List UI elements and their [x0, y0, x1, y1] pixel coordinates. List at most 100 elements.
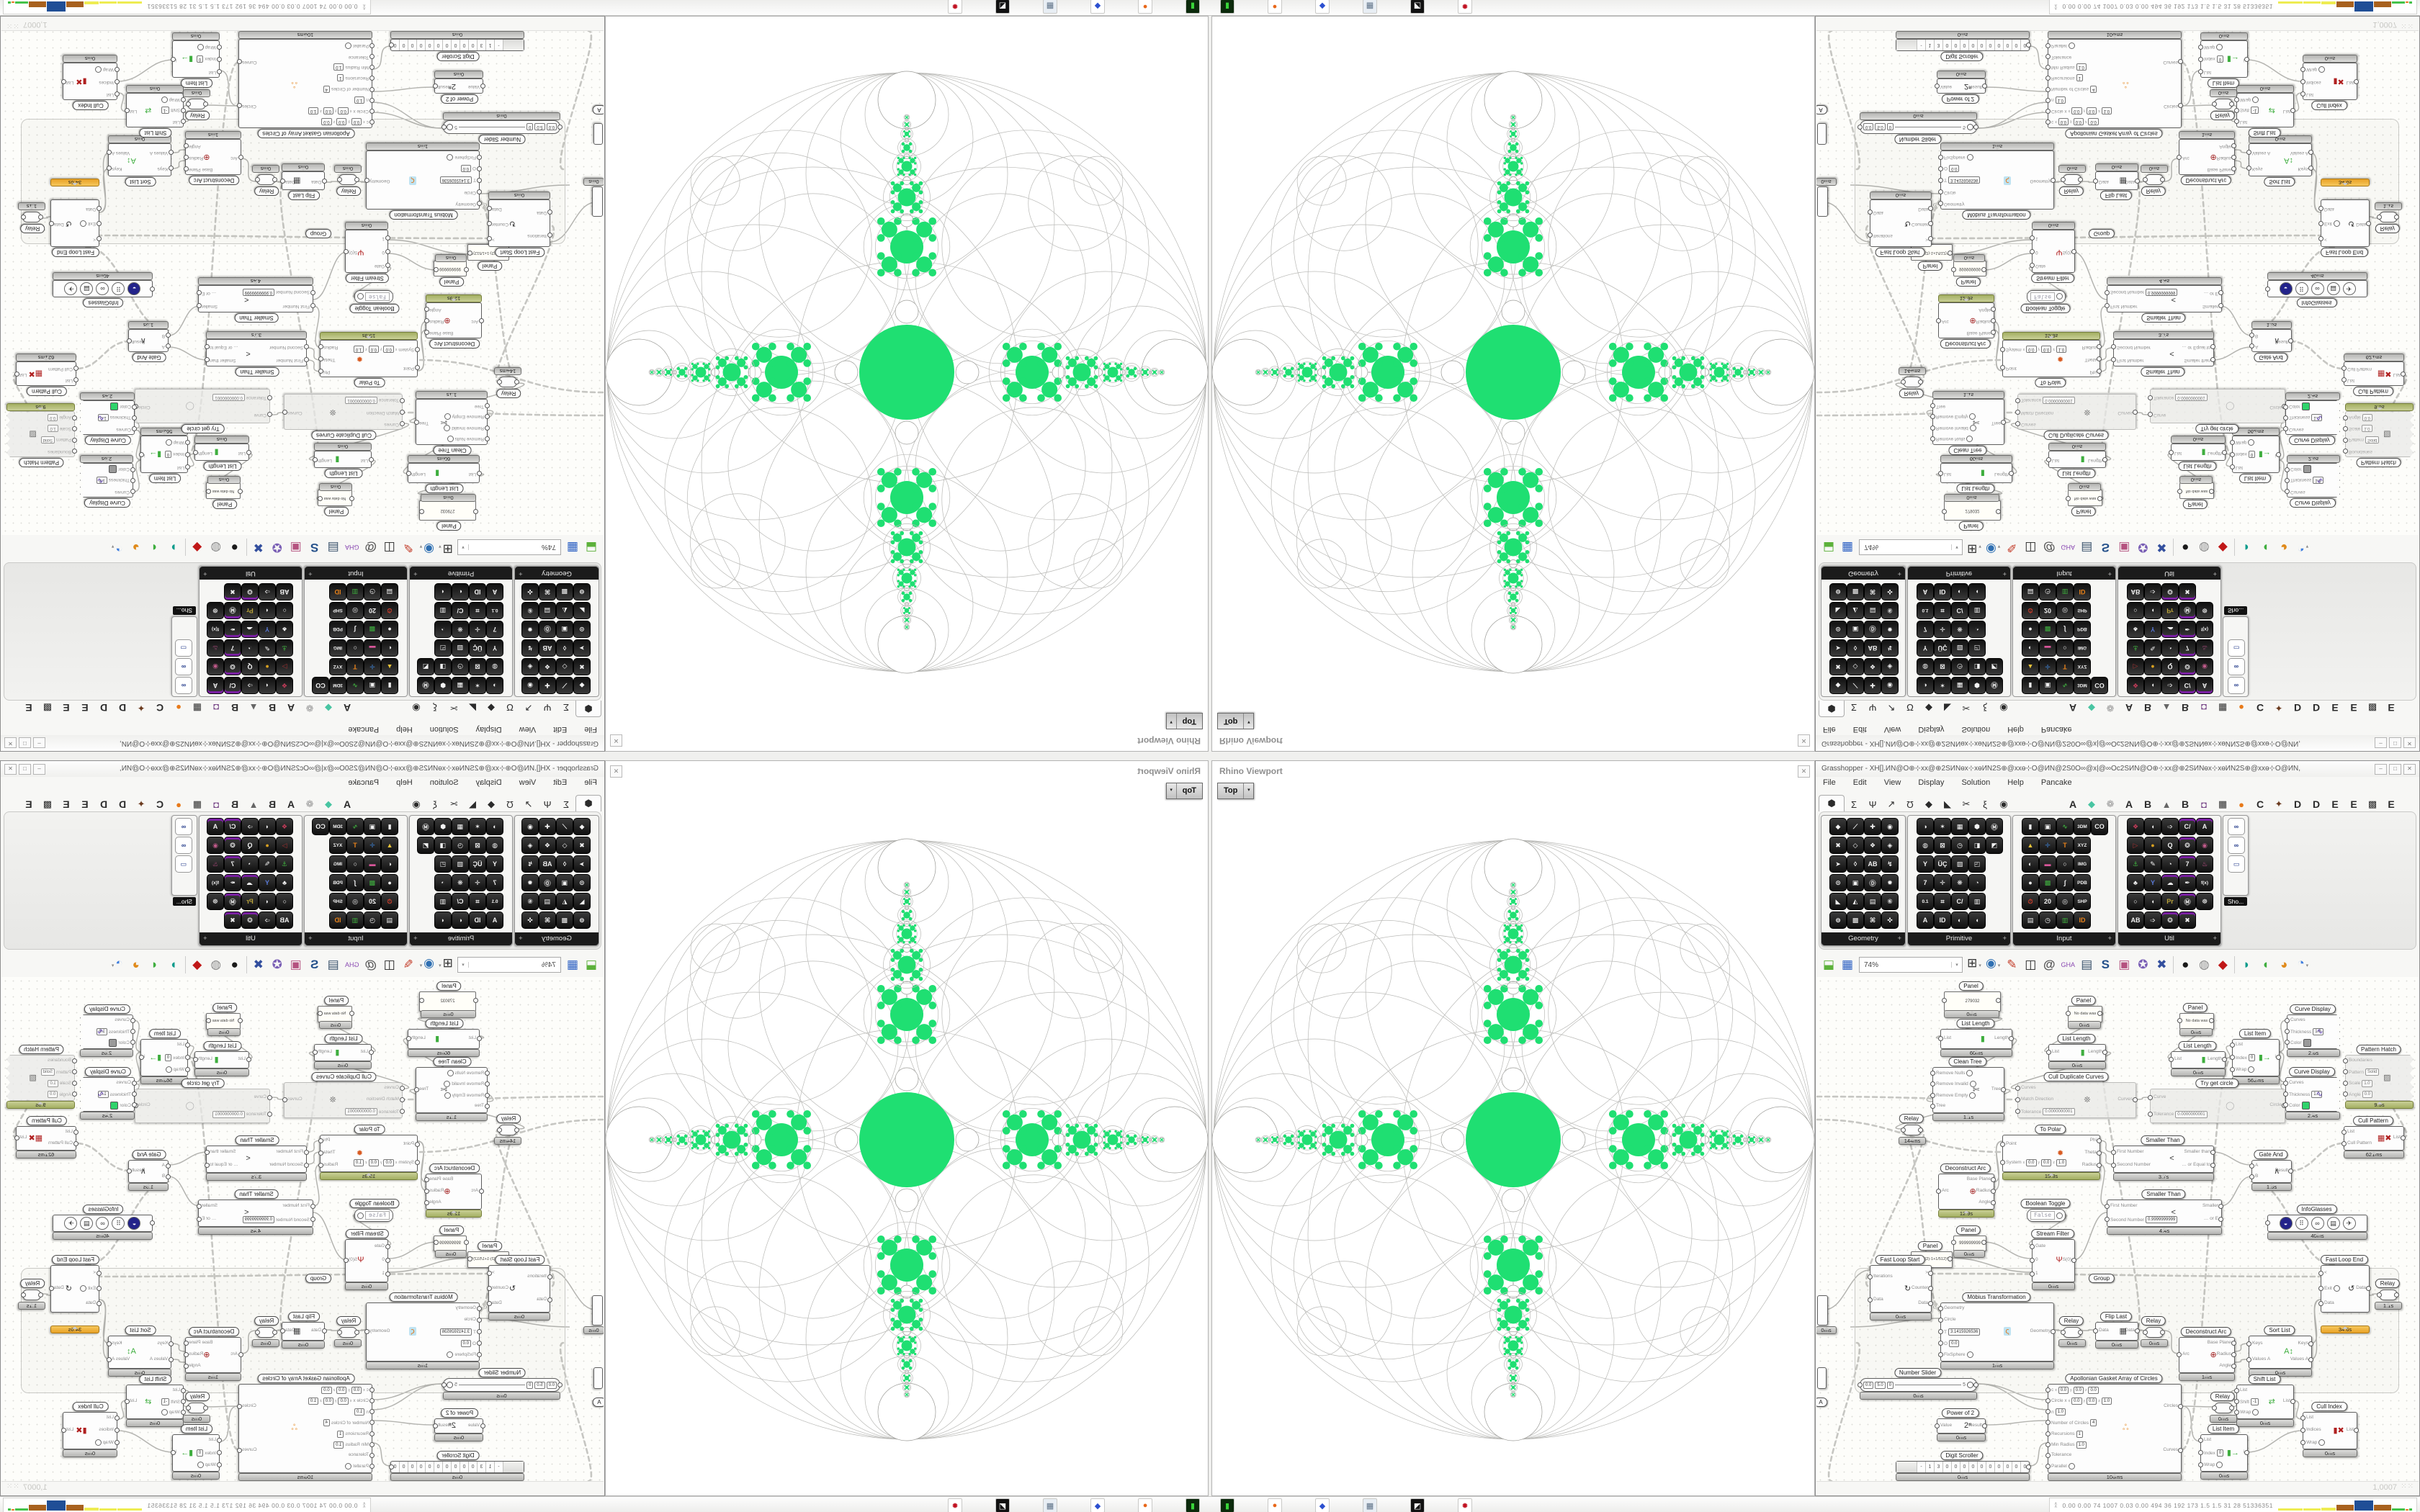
port-dot[interactable] [2229, 1405, 2234, 1410]
gh-node-curve-display[interactable]: Curves Thickness 1.0 Color ∿ [2285, 400, 2340, 435]
component-tab[interactable]: D [118, 702, 127, 714]
close-button[interactable]: ✕ [2403, 764, 2416, 775]
component-tab[interactable]: ⬢ [1819, 701, 1845, 717]
port-dot[interactable] [547, 210, 552, 215]
component-tab[interactable]: D [2312, 798, 2321, 810]
gha-icon[interactable]: GHA [2061, 544, 2076, 551]
port-dot[interactable] [2111, 357, 2116, 362]
component-tab[interactable]: A [343, 798, 351, 810]
component-icon[interactable]: ◣ [1829, 602, 1847, 619]
component-icon[interactable]: ▩ [364, 621, 381, 638]
gh-node-pattern-hatch[interactable]: Boundaries Pattern Solid Scale 1.0 Angle 0.0 ▨ [6, 411, 75, 457]
component-icon[interactable]: CO [2091, 818, 2108, 835]
port-dot[interactable] [2030, 235, 2035, 240]
menu-display[interactable]: Display [475, 778, 502, 787]
component-icon[interactable]: ◐ [452, 912, 469, 929]
port-dot[interactable] [2283, 1080, 2288, 1086]
port-dot[interactable] [185, 464, 190, 469]
port-dot[interactable] [419, 509, 424, 514]
component-icon[interactable]: ● [2144, 658, 2161, 675]
infoglasses-icon[interactable]: ◒ [2279, 282, 2293, 295]
blob-orange-icon[interactable]: ◕ [2280, 541, 2288, 554]
port-dot[interactable] [1928, 1270, 1933, 1276]
port-dot[interactable] [1868, 1297, 1873, 1302]
component-icon[interactable]: ▷ [276, 837, 293, 854]
port-dot[interactable] [1868, 1274, 1873, 1279]
port-dot[interactable] [107, 166, 112, 171]
component-icon[interactable]: ➩ [2144, 912, 2161, 929]
port-dot[interactable] [217, 1462, 222, 1467]
component-tab[interactable]: ξ [433, 799, 437, 810]
save-file-icon[interactable]: ▦ [1841, 958, 1854, 971]
component-icon[interactable]: ◖ [2144, 602, 2161, 619]
component-icon[interactable]: CO [2091, 677, 2108, 694]
component-tab[interactable]: ▩ [42, 798, 53, 809]
port-dot[interactable] [14, 372, 19, 377]
component-icon[interactable]: C/ [2179, 677, 2196, 694]
component-icon[interactable]: A [1917, 583, 1934, 600]
port-dot[interactable] [2097, 1010, 2102, 1016]
taskbar-app-red-app[interactable]: ✹ [948, 0, 962, 14]
port-dot[interactable] [2343, 1080, 2348, 1086]
port-dot[interactable] [1868, 210, 1873, 215]
port-dot[interactable] [2045, 97, 2051, 103]
component-icon[interactable]: ◷ [2039, 583, 2056, 600]
component-icon[interactable]: ◐ [2022, 855, 2039, 873]
port-dot[interactable] [2015, 1097, 2020, 1102]
component-icon[interactable]: ✎ [259, 855, 276, 873]
port-dot[interactable] [2343, 1058, 2348, 1063]
component-icon[interactable]: Ⓜ [417, 677, 434, 694]
taskbar-app-red-app[interactable]: ✹ [1458, 1498, 1472, 1512]
port-dot[interactable] [477, 178, 482, 183]
component-icon[interactable]: ↯ [1881, 639, 1899, 657]
component-icon[interactable]: ◔ [434, 621, 452, 638]
component-icon[interactable]: 7 [2179, 855, 2196, 873]
component-icon[interactable]: A [207, 677, 224, 694]
component-tab[interactable]: B [268, 702, 277, 714]
zoom-extents-icon[interactable]: ⊞ ▾ [1967, 956, 1981, 970]
save-file-icon[interactable]: ▦ [566, 958, 579, 971]
component-icon[interactable]: ÜÇ [1934, 639, 1951, 657]
port-dot[interactable] [186, 1405, 191, 1410]
component-icon[interactable]: ID [469, 583, 486, 600]
zoom-combo[interactable]: 74% ▾ [1859, 957, 1963, 973]
blob-orange-icon[interactable]: ◕ [132, 958, 140, 971]
component-tab[interactable]: ❁ [2106, 798, 2115, 809]
port-dot[interactable] [107, 150, 112, 155]
palette-panel-label[interactable]: Input + [305, 567, 407, 580]
component-icon[interactable]: ↯ [1881, 855, 1899, 873]
port-dot[interactable] [1930, 1070, 1935, 1076]
component-icon[interactable]: ✛ [469, 621, 486, 638]
port-dot[interactable] [514, 1127, 519, 1133]
port-dot[interactable] [2093, 179, 2098, 184]
component-tab[interactable]: ◉ [412, 798, 421, 809]
component-icon[interactable]: SHP [2074, 602, 2091, 619]
draw-order-icon[interactable]: ✎ [403, 958, 413, 971]
port-dot[interactable] [442, 1382, 447, 1387]
component-icon[interactable]: ▲ [2022, 658, 2039, 675]
component-icon[interactable]: A [486, 583, 503, 600]
port-dot[interactable] [2001, 1087, 2006, 1092]
viewport-close-icon[interactable]: ✕ [1798, 734, 1810, 747]
component-icon[interactable]: Ⓜ [2179, 893, 2196, 910]
gh-node-deconstruct-arc[interactable]: Arc Base Plane Radius Angle ⊕ [2179, 139, 2235, 175]
open-file-icon[interactable]: ⬓ [1822, 541, 1835, 554]
port-dot[interactable] [310, 1204, 315, 1209]
viewport-close-icon[interactable]: ✕ [610, 765, 622, 778]
component-tab[interactable]: ◉ [1999, 798, 2008, 809]
component-icon[interactable]: ❖ [1864, 837, 1881, 854]
port-dot[interactable] [2001, 420, 2006, 425]
port-dot[interactable] [485, 402, 490, 408]
port-dot[interactable] [2234, 1387, 2239, 1393]
open-file-icon[interactable]: ⬓ [585, 541, 598, 554]
port-dot[interactable] [2061, 1329, 2066, 1335]
component-icon[interactable]: ♨ [207, 855, 224, 873]
gh-node-stream-filter[interactable]: Gate 0 1 S(0) Ψ [345, 230, 388, 273]
port-dot[interactable] [318, 1151, 323, 1156]
component-tab[interactable]: E [2331, 702, 2339, 714]
port-dot[interactable] [2285, 1040, 2290, 1045]
component-icon[interactable]: 7 [486, 874, 503, 891]
port-dot[interactable] [2318, 205, 2323, 211]
